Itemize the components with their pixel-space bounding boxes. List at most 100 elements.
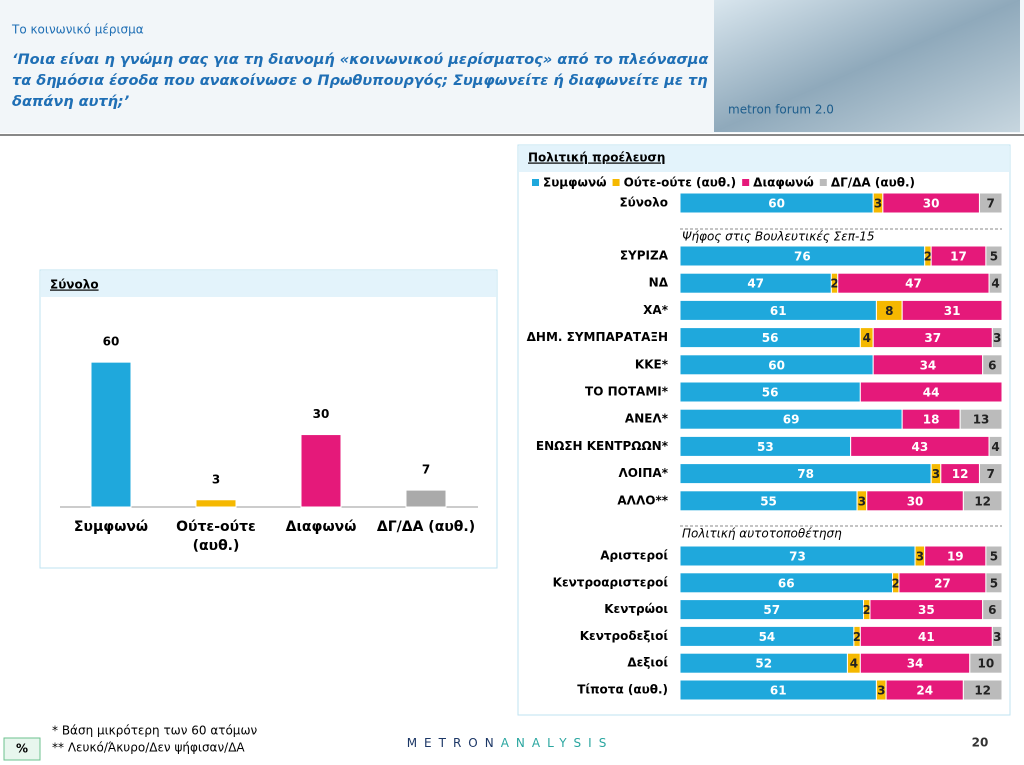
value-label: 60 [103,335,120,349]
value-label: 61 [770,684,787,698]
segment [901,299,1003,321]
logo-image [714,0,1020,132]
unit: % [16,742,28,756]
value-label: 5 [990,550,998,564]
value-label: 61 [770,304,787,318]
value-label: 31 [944,304,961,318]
value-label: 19 [947,550,964,564]
value-label: 53 [757,440,774,454]
value-label: 4 [991,277,999,291]
bar [405,489,447,508]
value-label: 3 [877,684,885,698]
category-label: Δεξιοί [627,656,668,670]
value-label: 4 [850,657,858,671]
segment [978,463,1003,485]
value-label: 13 [973,413,990,427]
bar [300,434,342,508]
segment [962,679,1003,701]
value-label: 3 [212,472,220,486]
right-panel-head [519,146,1009,172]
legend-swatch [819,179,827,186]
brand-part: ANALYSIS [501,736,614,750]
segment [959,408,1003,430]
segment [962,490,1003,512]
segment [978,192,1003,214]
brand: METRONANALYSIS [407,736,614,750]
x-tick-label: Συμφωνώ [73,519,149,535]
note: * Βάση μικρότερη των 60 ατόμων [52,724,257,738]
left-title: Σύνολο [50,278,99,292]
category-label: ΑΝΕΛ* [625,412,669,426]
category-label: ΤΟ ΠΟΤΑΜΙ* [585,385,669,399]
value-label: 60 [768,358,785,372]
value-label: 3 [932,467,940,481]
segment [982,354,1003,376]
left-panel [39,269,498,569]
value-label: 4 [991,440,999,454]
value-label: 3 [858,494,866,508]
segment [985,245,1003,267]
segment [988,435,1003,457]
value-label: 66 [778,576,795,590]
value-label: 5 [990,250,998,264]
value-label: 57 [763,603,780,617]
value-label: 2 [924,250,932,264]
value-label: 7 [987,197,995,211]
section-label: Ψήφος στις Βουλευτικές Σεπ-15 [682,230,875,244]
value-label: 54 [759,630,776,644]
category-label: ΛΟΙΠΑ* [618,466,668,480]
category-label: Κεντροδεξιοί [580,629,669,643]
value-label: 12 [974,494,991,508]
category-label: Σύνολο [619,196,668,210]
value-label: 47 [905,277,922,291]
value-label: 17 [950,250,967,264]
legend-label: Ούτε-ούτε (αυθ.) [624,176,737,190]
value-label: 12 [974,684,991,698]
category-label: Αριστεροί [600,549,668,563]
value-label: 3 [916,550,924,564]
x-tick-label: Διαφωνώ [285,519,357,535]
value-label: 18 [923,413,940,427]
value-label: 5 [990,576,998,590]
value-label: 44 [923,386,940,400]
category-label: ΧΑ* [643,303,669,317]
value-label: 37 [924,331,941,345]
segment [982,599,1003,621]
value-label: 3 [993,630,1001,644]
value-label: 3 [874,197,882,211]
logo-text: metron forum 2.0 [728,103,834,117]
value-label: 34 [920,358,937,372]
segment [985,545,1003,567]
segment [991,625,1003,647]
value-label: 2 [892,576,900,590]
legend-label: ΔΓ/ΔΑ (αυθ.) [831,176,915,190]
value-label: 7 [422,463,430,477]
bar [195,499,237,508]
section-label: Πολιτική αυτοτοποθέτηση [682,527,842,541]
unit-box [3,737,41,761]
segment [991,327,1003,349]
note: ** Λευκό/Άκυρο/Δεν ψήφισαν/ΔΑ [52,741,245,755]
segment [988,272,1003,294]
subtitle: ‘Ποια είναι η γνώμη σας για τη διανομή «… [12,52,709,110]
value-label: 52 [755,657,772,671]
value-label: 6 [988,358,996,372]
legend-label: Διαφωνώ [753,176,814,190]
value-label: 7 [987,467,995,481]
segment [985,572,1003,594]
segment [859,381,1003,403]
legend-swatch [532,179,539,186]
category-label: Κεντροαριστεροί [553,575,669,589]
value-label: 56 [762,386,779,400]
value-label: 73 [789,550,806,564]
category-label: ΕΝΩΣΗ ΚΕΝΤΡΩΩΝ* [536,439,669,453]
value-label: 2 [853,630,861,644]
legend-swatch [612,179,620,186]
category-label: Τίποτα (αυθ.) [577,683,668,697]
value-label: 34 [907,657,924,671]
value-label: 41 [918,630,935,644]
value-label: 30 [907,494,924,508]
value-label: 2 [830,277,838,291]
